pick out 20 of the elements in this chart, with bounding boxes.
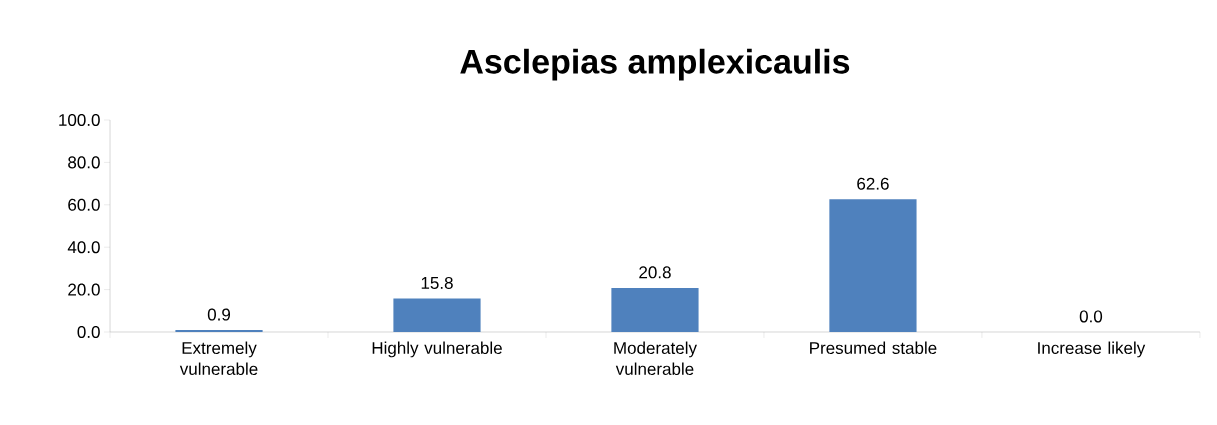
x-tick-label: Highly vulnerable: [372, 341, 502, 358]
y-tick-label: 100.0: [59, 113, 100, 127]
y-tick-label: 80.0: [68, 156, 100, 169]
data-label: 0.0: [1079, 310, 1103, 323]
data-label: 15.8: [421, 276, 453, 289]
x-tick-label: Extremely vulnerable: [179, 341, 258, 376]
data-label: 62.6: [857, 177, 889, 190]
bar: [611, 287, 699, 332]
y-tick-label: 20.0: [68, 283, 100, 296]
data-label: 20.8: [639, 266, 671, 279]
chart-title: Asclepias amplexicaulis: [460, 48, 850, 81]
bar: [829, 199, 917, 332]
data-label: 0.9: [207, 308, 231, 321]
y-tick-label: 60.0: [68, 198, 100, 211]
x-tick-label: Moderately vulnerable: [614, 341, 697, 376]
y-tick-label: 0.0: [77, 325, 100, 339]
y-tick-label: 40.0: [67, 241, 100, 254]
x-tick-label: Presumed stable: [810, 341, 937, 355]
bar: [393, 298, 481, 332]
x-tick-label: Increase likely: [1038, 341, 1146, 358]
